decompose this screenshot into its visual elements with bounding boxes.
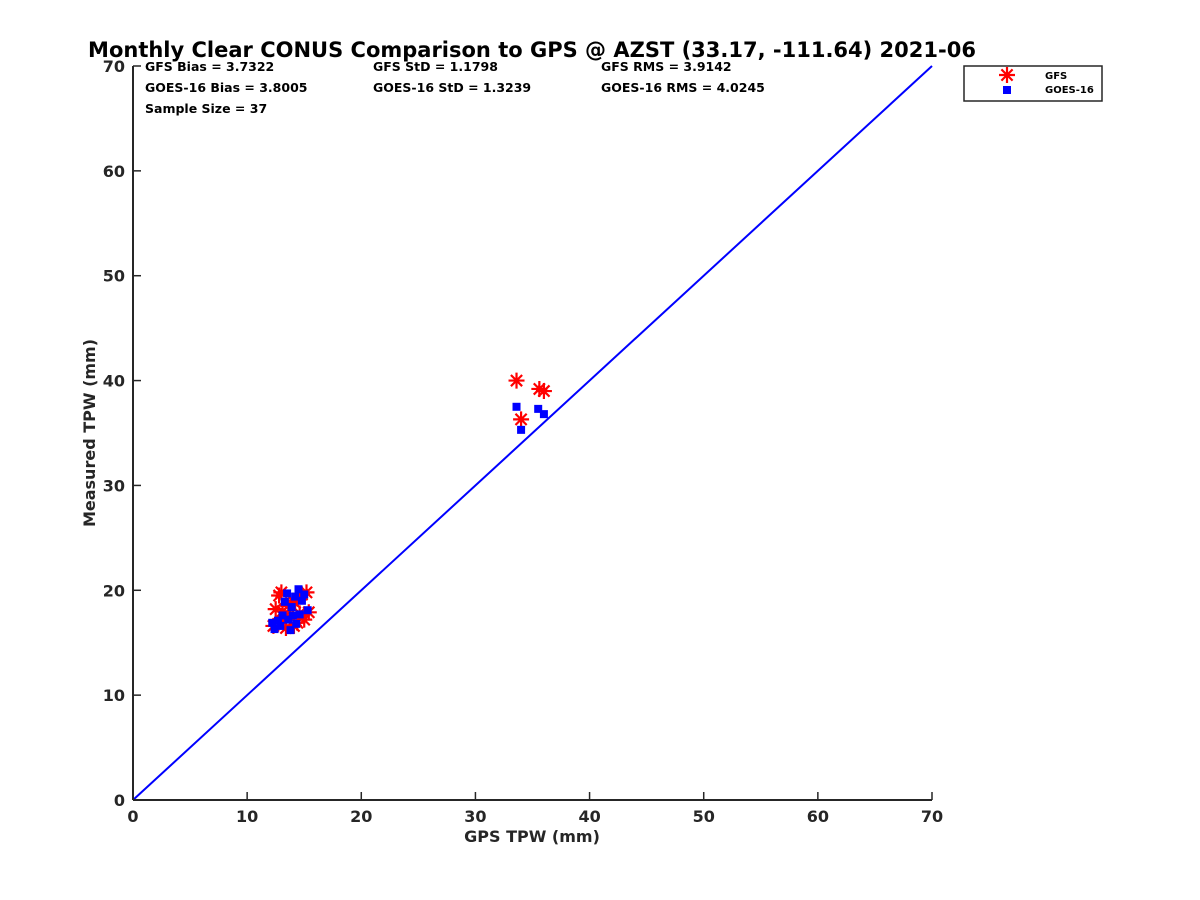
data-point-goes16 <box>295 610 304 619</box>
data-point-gfs <box>508 372 525 389</box>
legend-marker-goes16 <box>1003 86 1011 94</box>
stat-gfs-rms: GFS RMS = 3.9142 <box>601 59 732 74</box>
x-tick-label: 20 <box>350 807 372 826</box>
y-tick-label: 10 <box>103 686 125 705</box>
y-tick-label: 70 <box>103 57 125 76</box>
data-point-goes16 <box>517 425 526 434</box>
legend: GFS GOES-16 <box>963 65 1103 102</box>
x-tick-label: 50 <box>693 807 715 826</box>
legend-box <box>963 65 1103 102</box>
x-tick-label: 30 <box>464 807 486 826</box>
stat-goes16-rms: GOES-16 RMS = 4.0245 <box>601 80 765 95</box>
axes <box>132 66 932 801</box>
data-point-gfs <box>535 383 552 400</box>
stat-goes16-std: GOES-16 StD = 1.3239 <box>373 80 531 95</box>
data-point-goes16 <box>512 402 521 411</box>
stat-gfs-std: GFS StD = 1.1798 <box>373 59 498 74</box>
x-tick-label: 60 <box>807 807 829 826</box>
y-tick-label: 40 <box>103 372 125 391</box>
data-point-goes16 <box>276 621 285 630</box>
data-point-goes16 <box>268 618 277 627</box>
x-axis-label: GPS TPW (mm) <box>464 827 600 846</box>
chart-title: Monthly Clear CONUS Comparison to GPS @ … <box>88 38 976 62</box>
x-tick-label: 70 <box>921 807 943 826</box>
data-point-gfs <box>274 603 291 620</box>
data-point-goes16 <box>270 625 279 634</box>
y-tick-label: 50 <box>103 267 125 286</box>
data-point-goes16 <box>283 589 292 598</box>
data-point-goes16 <box>539 410 548 419</box>
data-point-gfs <box>287 594 304 611</box>
x-tick-label: 10 <box>236 807 258 826</box>
y-tick-label: 30 <box>103 476 125 495</box>
legend-label-goes16: GOES-16 <box>1045 85 1094 96</box>
data-point-gfs <box>267 601 284 618</box>
data-point-goes16 <box>534 404 543 413</box>
data-point-gfs <box>277 620 294 637</box>
y-tick-label: 0 <box>114 791 125 810</box>
data-point-gfs <box>296 611 313 628</box>
legend-markers <box>999 67 1015 94</box>
data-point-gfs <box>513 411 530 428</box>
data-point-goes16 <box>278 611 287 620</box>
data-point-goes16 <box>292 619 301 628</box>
legend-marker-gfs <box>999 67 1015 83</box>
data-point-goes16 <box>297 596 306 605</box>
data-point-goes16 <box>287 603 296 612</box>
data-point-goes16 <box>288 611 297 620</box>
data-point-goes16 <box>300 590 309 599</box>
data-point-goes16 <box>303 606 312 615</box>
data-points <box>265 372 552 637</box>
x-tick-label: 40 <box>578 807 600 826</box>
data-point-gfs <box>275 613 292 630</box>
data-point-goes16 <box>280 597 289 606</box>
x-tick-label: 0 <box>127 807 138 826</box>
axis-ticks: 0 10 20 30 40 50 60 70 0 10 20 30 40 50 60 70 <box>103 57 943 826</box>
data-point-gfs <box>531 380 548 397</box>
legend-label-gfs: GFS <box>1045 71 1067 82</box>
reference-line-group <box>132 65 933 801</box>
stat-sample-size: Sample Size = 37 <box>145 101 267 116</box>
y-tick-label: 20 <box>103 581 125 600</box>
data-point-goes16 <box>294 585 303 594</box>
y-axis-label: Measured TPW (mm) <box>80 339 99 527</box>
stat-gfs-bias: GFS Bias = 3.7322 <box>145 59 274 74</box>
reference-line <box>132 65 933 801</box>
data-point-goes16 <box>286 626 295 635</box>
data-point-goes16 <box>291 592 300 601</box>
y-tick-label: 60 <box>103 162 125 181</box>
data-point-gfs <box>273 584 290 601</box>
data-point-goes16 <box>284 615 293 624</box>
stat-goes16-bias: GOES-16 Bias = 3.8005 <box>145 80 307 95</box>
data-point-goes16 <box>273 616 282 625</box>
